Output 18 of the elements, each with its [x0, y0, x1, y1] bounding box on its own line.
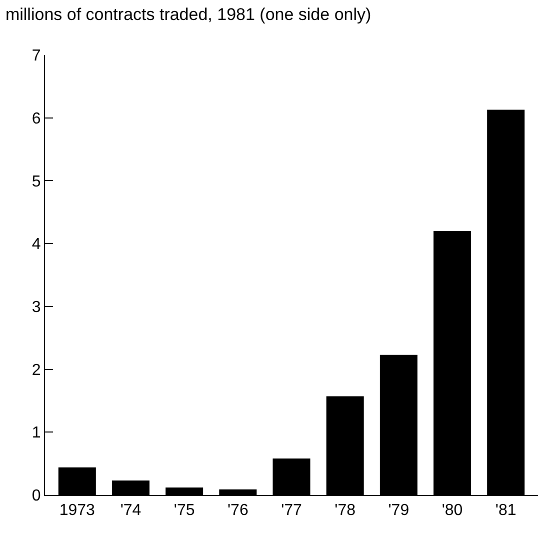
- x-tick-label: '76: [227, 502, 248, 520]
- x-tick-label: '78: [334, 502, 356, 520]
- y-tick-label: 5: [32, 173, 41, 190]
- y-tick-label: 7: [32, 48, 41, 65]
- y-tick-label: 1: [32, 424, 41, 442]
- y-tick-label: 2: [32, 362, 41, 379]
- x-tick-label: '74: [120, 502, 142, 520]
- x-tick-label: '75: [174, 502, 195, 520]
- y-tick-label: 0: [32, 488, 41, 505]
- x-tick-label: '80: [442, 502, 463, 520]
- x-tick-label: '77: [281, 502, 302, 520]
- y-tick-label: 6: [32, 110, 41, 128]
- x-tick-label: '81: [495, 502, 516, 520]
- x-tick-label: '79: [388, 502, 410, 520]
- y-tick-label: 4: [32, 236, 41, 254]
- chart-title: millions of contracts traded, 1981 (one side only): [5, 4, 372, 24]
- y-tick-label: 3: [32, 299, 41, 316]
- x-tick-label: 1973: [59, 502, 96, 520]
